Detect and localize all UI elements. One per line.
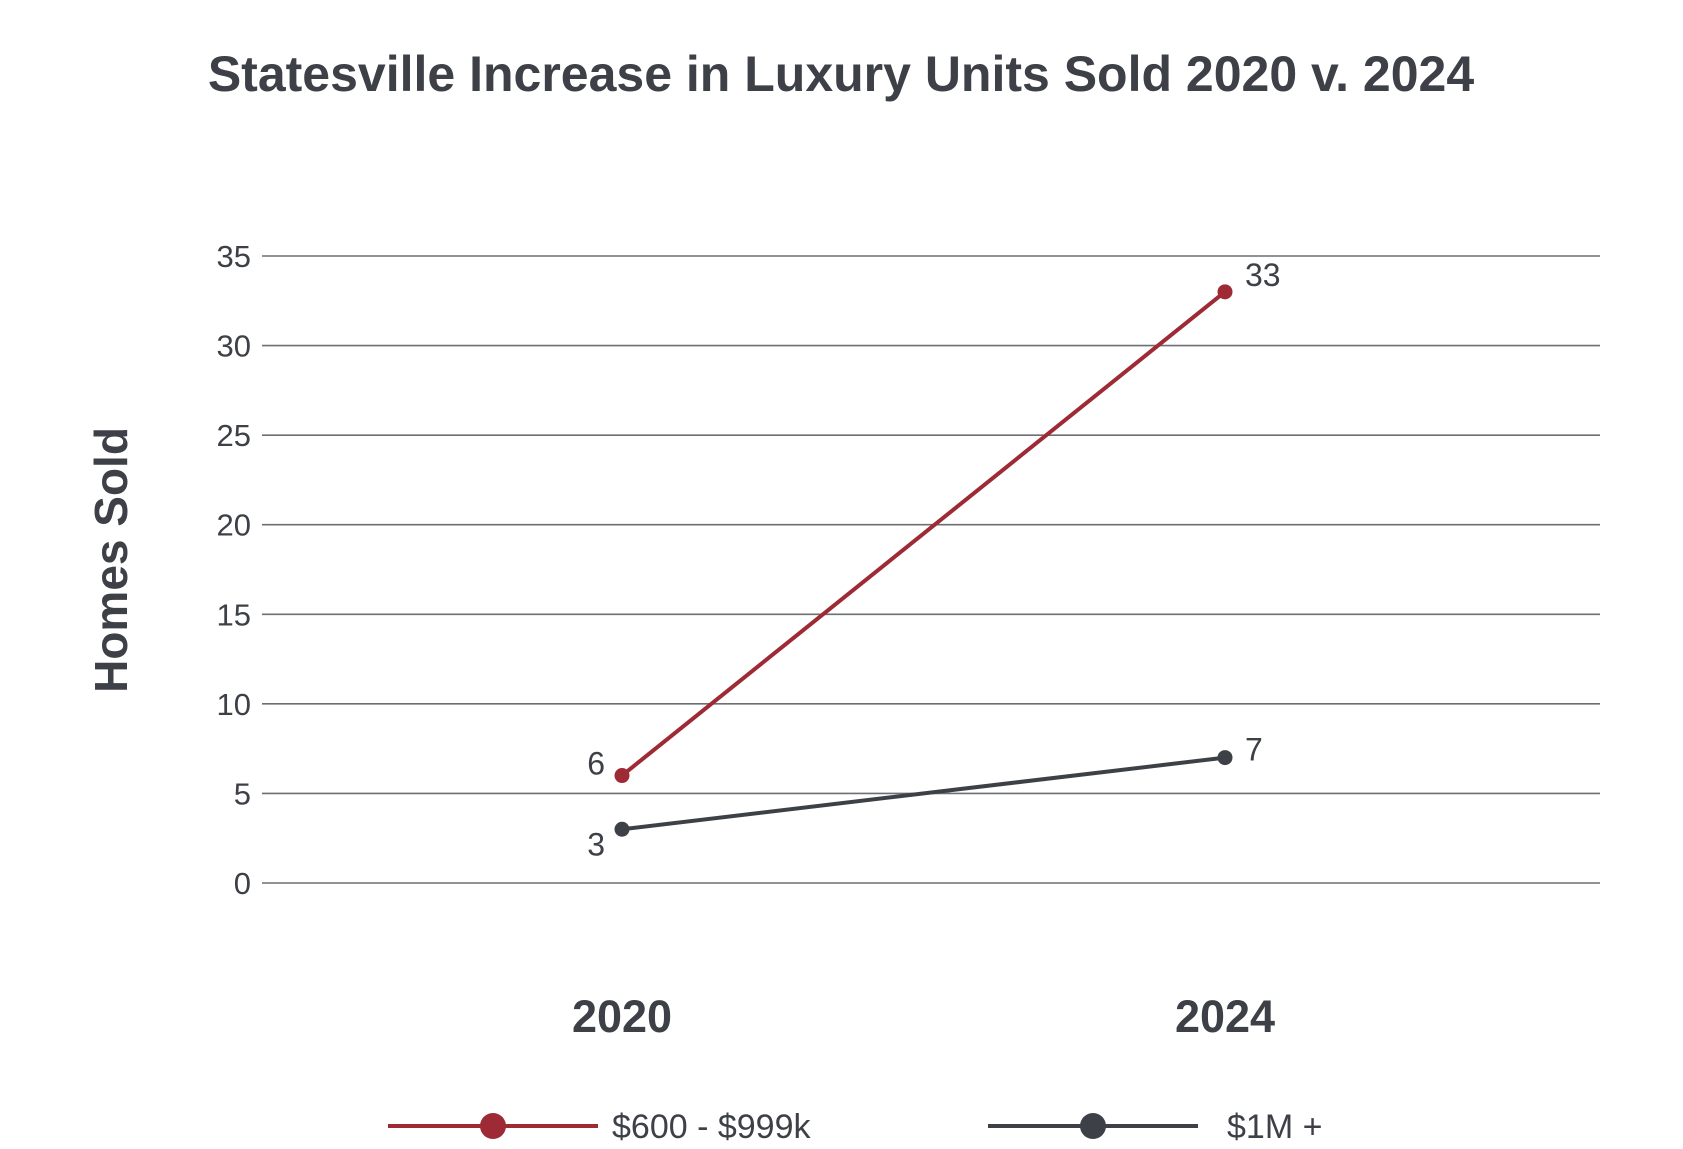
x-axis-ticks: 2020 2024 xyxy=(572,991,1275,1042)
x-tick-label: 2020 xyxy=(572,991,672,1042)
y-tick-label: 0 xyxy=(234,866,251,901)
data-point xyxy=(1217,284,1233,300)
series-2: 37 xyxy=(587,732,1263,863)
series-line xyxy=(621,755,1226,832)
data-label: 33 xyxy=(1245,257,1281,293)
legend-label: $600 - $999k xyxy=(612,1108,811,1146)
legend-item-1: $600 - $999k xyxy=(388,1108,811,1146)
gridlines xyxy=(262,255,1600,884)
y-axis-ticks: 0 5 10 15 20 25 30 35 xyxy=(217,239,251,901)
series-1: 6 33 xyxy=(587,257,1281,784)
x-tick-label: 2024 xyxy=(1175,991,1275,1042)
data-label: 7 xyxy=(1245,732,1263,768)
legend: $600 - $999k $1M + xyxy=(388,1108,1322,1146)
data-point xyxy=(614,768,630,784)
legend-item-2: $1M + xyxy=(988,1108,1322,1146)
y-tick-label: 25 xyxy=(217,418,251,453)
y-tick-label: 10 xyxy=(217,687,251,722)
y-tick-label: 35 xyxy=(217,239,251,274)
data-label: 6 xyxy=(587,746,605,782)
data-label: 3 xyxy=(587,826,605,862)
legend-marker xyxy=(1080,1113,1106,1139)
data-point xyxy=(1217,750,1233,766)
data-point xyxy=(614,821,630,837)
y-tick-label: 30 xyxy=(217,329,251,364)
y-tick-label: 15 xyxy=(217,597,251,632)
y-axis-label: Homes Sold xyxy=(85,427,137,693)
y-tick-label: 20 xyxy=(217,508,251,543)
legend-label: $1M + xyxy=(1227,1108,1322,1146)
y-tick-label: 5 xyxy=(234,776,251,811)
legend-marker xyxy=(480,1113,506,1139)
series-line xyxy=(620,290,1227,778)
chart-title: Statesville Increase in Luxury Units Sol… xyxy=(208,46,1475,102)
